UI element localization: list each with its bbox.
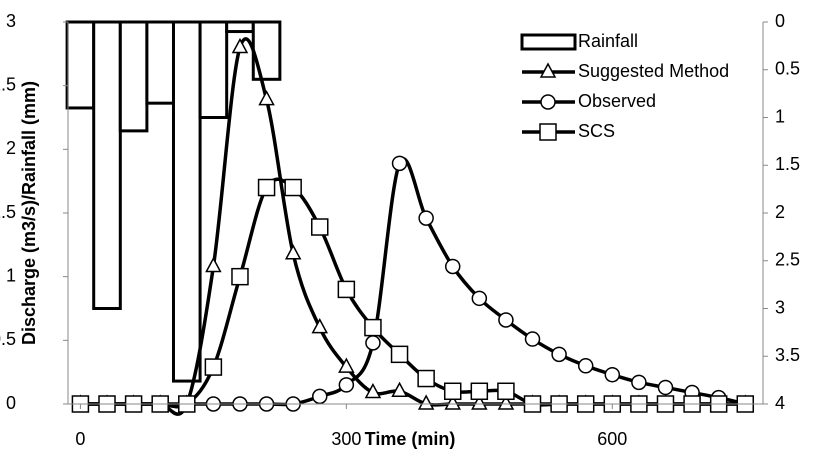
marker-square [443, 382, 462, 401]
marker-circle [551, 346, 567, 363]
marker-circle [471, 290, 488, 307]
y2-tick-label: 3 [775, 297, 785, 317]
marker-triangle [311, 318, 329, 334]
y2-tick-label: 1 [775, 106, 785, 126]
rain-bar [251, 20, 282, 81]
marker-triangle [364, 382, 382, 399]
rain-bar [118, 20, 149, 133]
legend-label: Rainfall [578, 31, 638, 51]
y-tick-label: 2 [6, 138, 16, 158]
marker-triangle [417, 394, 435, 410]
marker-circle [498, 312, 514, 328]
marker-square [311, 218, 329, 236]
y-tick-label: 1 [6, 265, 16, 285]
marker-square [390, 345, 409, 364]
marker-square [231, 267, 249, 286]
legend-label: Observed [578, 91, 656, 111]
marker-circle [524, 331, 541, 347]
y2-tick-label: 2.5 [775, 250, 800, 270]
marker-circle [444, 258, 461, 275]
marker-square [257, 178, 276, 197]
marker-triangle [284, 244, 302, 260]
y2-tick-label: 3.5 [775, 345, 800, 365]
marker-square [417, 369, 435, 388]
rain-bar [65, 20, 96, 110]
y2-tick-label: 0.5 [775, 59, 800, 79]
y-tick-label: 3 [6, 11, 16, 31]
marker-triangle [258, 90, 275, 106]
marker-triangle [444, 394, 461, 410]
marker-circle [577, 358, 594, 374]
rain-bar [145, 20, 175, 105]
y2-tick-label: 4 [775, 393, 785, 413]
marker-triangle [471, 394, 488, 410]
marker-square [364, 318, 382, 337]
x-tick-label: 600 [597, 429, 627, 449]
legend-marker [540, 94, 556, 110]
marker-square [284, 178, 302, 197]
legend-label: Suggested Method [578, 61, 729, 81]
y2-tick-label: 2 [775, 202, 785, 222]
x-axis-title: Time (min) [365, 429, 456, 449]
rain-bar [225, 20, 255, 34]
y-axis-title: Discharge (m3/s)/Rainfall (mm) [19, 81, 39, 345]
marker-square [497, 382, 515, 401]
legend-marker [539, 123, 557, 141]
marker-circle [604, 366, 621, 383]
marker-circle [365, 335, 381, 351]
marker-triangle [231, 37, 249, 54]
marker-square [204, 358, 223, 376]
marker-circle [631, 374, 647, 391]
marker-triangle [497, 394, 515, 410]
rain-bar [198, 20, 229, 119]
legend-swatch [520, 33, 577, 51]
marker-circle [312, 388, 328, 405]
legend-label: SCS [578, 121, 615, 141]
marker-circle [418, 210, 434, 226]
y-tick-label: 0 [6, 393, 16, 413]
x-tick-label: 0 [75, 429, 85, 449]
marker-triangle [205, 256, 222, 273]
y-tick-label: 0.5 [0, 329, 16, 349]
marker-circle [391, 155, 408, 172]
marker-circle [657, 379, 674, 396]
marker-triangle [338, 357, 355, 373]
x-tick-label: 300 [331, 429, 361, 449]
marker-triangle [391, 381, 408, 398]
y2-tick-label: 1.5 [775, 154, 800, 174]
marker-circle [338, 377, 355, 393]
marker-square [337, 280, 356, 299]
y-tick-label: 1.5 [0, 202, 16, 222]
rain-bar [171, 20, 202, 383]
legend-marker [539, 62, 557, 78]
marker-square [470, 382, 489, 401]
rain-bar [92, 20, 122, 310]
y2-tick-label: 0 [775, 11, 785, 31]
y-tick-label: 2.5 [0, 74, 16, 94]
